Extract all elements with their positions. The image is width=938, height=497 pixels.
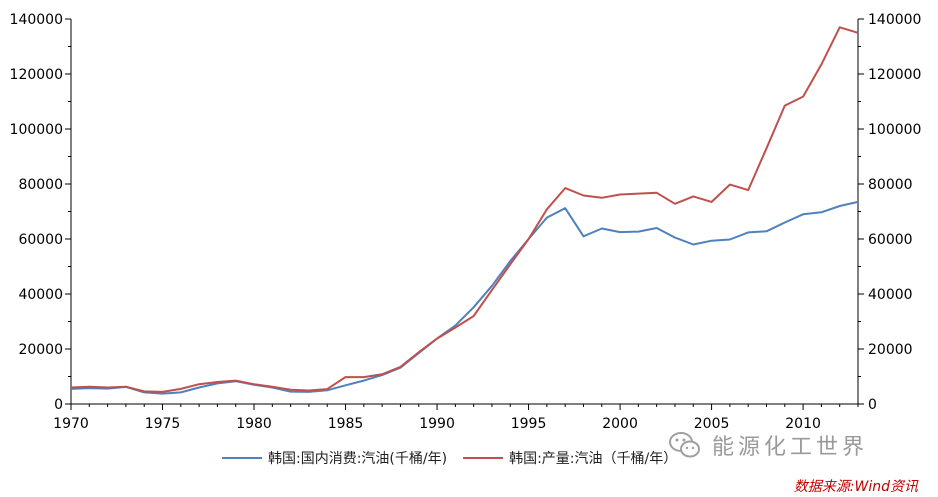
legend-swatch-production bbox=[463, 457, 504, 459]
y-right-tick-label: 80000 bbox=[868, 177, 913, 193]
y-left-tick-label: 20000 bbox=[18, 342, 63, 358]
x-tick-label: 1985 bbox=[328, 416, 364, 432]
y-left-tick-label: 80000 bbox=[18, 177, 63, 193]
y-right-tick-label: 40000 bbox=[868, 287, 913, 303]
series-line-consumption bbox=[70, 200, 859, 395]
x-tick-label: 2010 bbox=[785, 416, 821, 432]
series-line-production bbox=[70, 26, 859, 393]
x-tick-label: 2005 bbox=[694, 416, 730, 432]
y-left-tick-label: 40000 bbox=[18, 287, 63, 303]
x-tick-label: 1990 bbox=[419, 416, 455, 432]
y-right-tick-label: 60000 bbox=[868, 232, 913, 248]
y-left-tick-label: 60000 bbox=[18, 232, 63, 248]
legend-item-production: 韩国:产量:汽油（千桶/年） bbox=[463, 448, 677, 468]
x-tick-label: 1970 bbox=[53, 416, 89, 432]
y-left-tick-label: 120000 bbox=[10, 67, 63, 83]
y-left-tick-label: 140000 bbox=[10, 12, 63, 28]
x-tick-label: 1980 bbox=[236, 416, 272, 432]
y-left-tick-label: 0 bbox=[54, 397, 63, 413]
legend-swatch-consumption bbox=[222, 457, 262, 459]
y-right-tick-label: 100000 bbox=[868, 122, 921, 138]
legend-label-consumption: 韩国:国内消费:汽油(千桶/年) bbox=[268, 451, 448, 467]
x-tick-label: 1975 bbox=[145, 416, 181, 432]
y-right-tick-label: 20000 bbox=[868, 342, 913, 358]
legend-item-consumption: 韩国:国内消费:汽油(千桶/年) bbox=[222, 448, 447, 468]
y-right-tick-label: 140000 bbox=[868, 12, 921, 28]
source-note: 数据来源:Wind资讯 bbox=[793, 479, 918, 495]
y-left-tick-label: 100000 bbox=[10, 122, 63, 138]
chart-axes: 0 20000 40000 60000 80000 100000 120000 140000 0… bbox=[10, 12, 922, 432]
watermark: 能源化工世界 bbox=[668, 428, 868, 462]
x-tick-label: 2000 bbox=[602, 416, 638, 432]
legend-label-production: 韩国:产量:汽油（千桶/年） bbox=[509, 451, 678, 467]
wechat-icon bbox=[669, 432, 700, 458]
watermark-text: 能源化工世界 bbox=[712, 435, 869, 460]
chart-legend: 韩国:国内消费:汽油(千桶/年) 韩国:产量:汽油（千桶/年） bbox=[222, 448, 693, 468]
chart-lines bbox=[70, 26, 859, 395]
y-right-tick-label: 120000 bbox=[868, 67, 921, 83]
y-right-tick-label: 0 bbox=[868, 397, 877, 413]
x-tick-label: 1995 bbox=[511, 416, 547, 432]
